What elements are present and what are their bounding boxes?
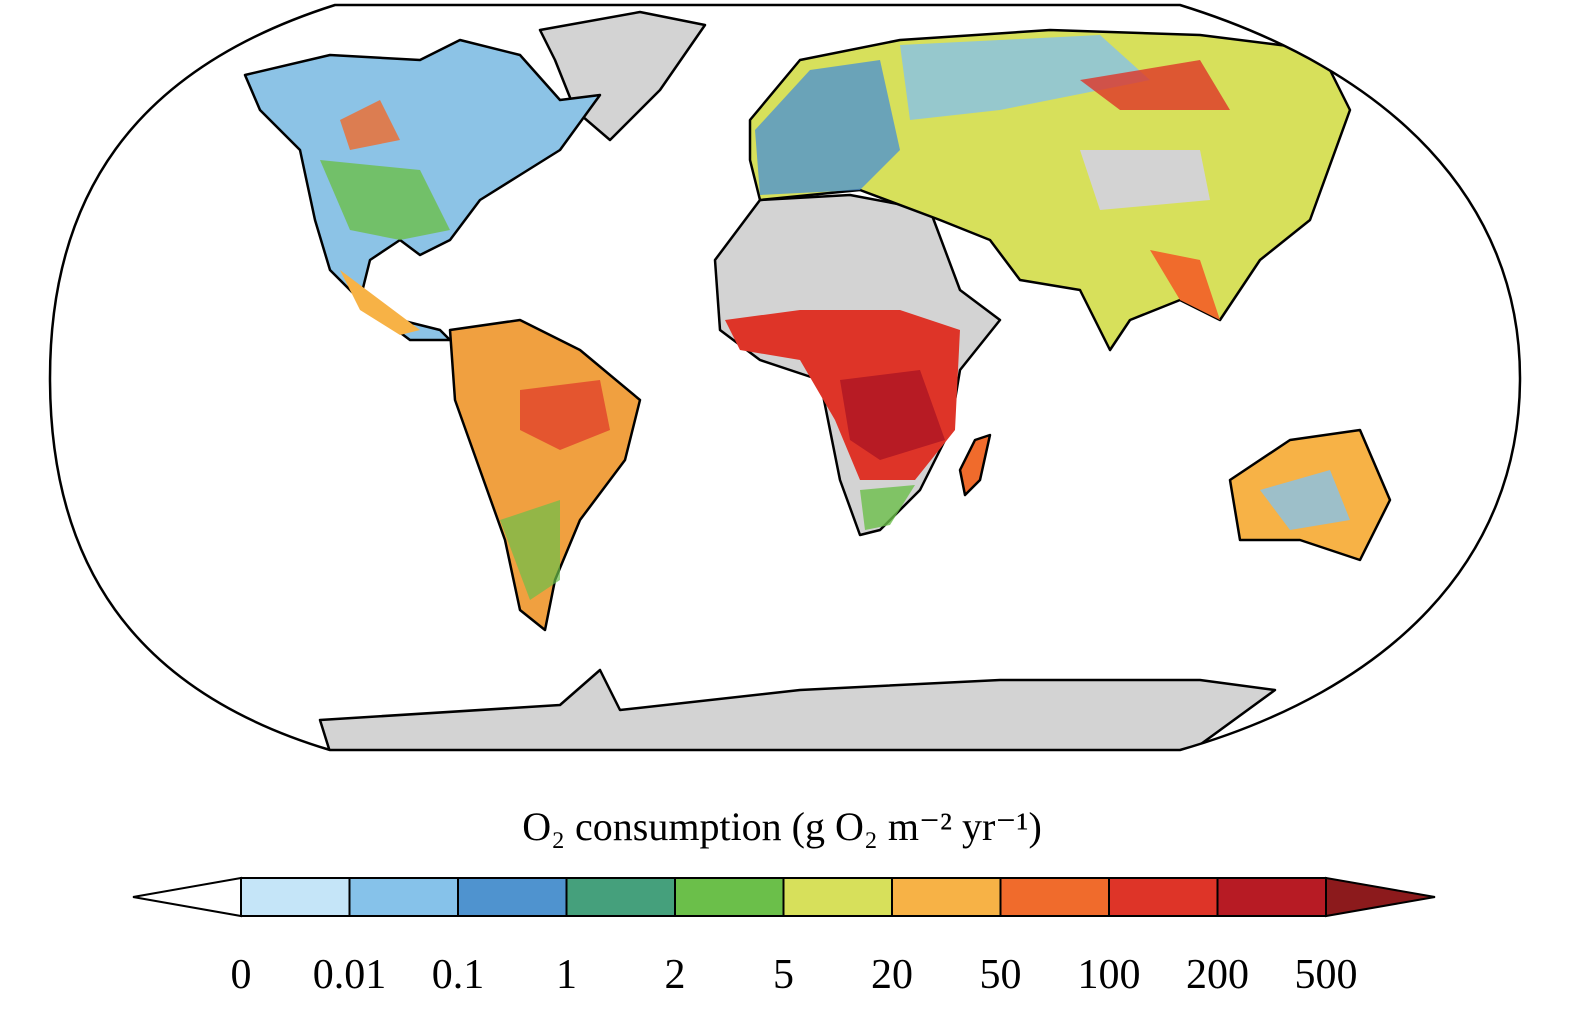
central-america-patch bbox=[340, 270, 420, 335]
colorbar-tick-label: 20 bbox=[871, 952, 913, 998]
colorbar-tick-label: 200 bbox=[1186, 952, 1249, 998]
colorbar: 0 0.01 0.1 1 2 5 20 50 100 200 500 bbox=[132, 876, 1436, 998]
asia-patch bbox=[900, 35, 1150, 120]
africa-patch bbox=[840, 370, 945, 460]
map-frame bbox=[48, 3, 1522, 752]
australia-patch bbox=[1260, 470, 1350, 530]
colorbar-tick-label: 500 bbox=[1295, 952, 1358, 998]
asia-patch bbox=[1080, 60, 1230, 110]
colorbar-tick-label: 1 bbox=[556, 952, 577, 998]
asia-patch bbox=[1150, 250, 1220, 320]
colorbar-box bbox=[891, 877, 1002, 917]
colorbar-tick-label: 5 bbox=[773, 952, 794, 998]
world-map bbox=[243, 10, 1392, 750]
colorbar-title: O₂ consumption (g O₂ m⁻² yr⁻¹) bbox=[522, 804, 1042, 849]
colorbar-tick-label: 0.1 bbox=[432, 952, 485, 998]
colorbar-box bbox=[348, 877, 459, 917]
colorbar-box bbox=[240, 877, 351, 917]
south-america-patch bbox=[520, 380, 610, 450]
colorbar-box bbox=[565, 877, 676, 917]
north-america-patch bbox=[340, 100, 400, 150]
colorbar-tick-label: 0.01 bbox=[313, 952, 387, 998]
colorbar-tick-label: 100 bbox=[1078, 952, 1141, 998]
colorbar-box bbox=[1108, 877, 1219, 917]
colorbar-box bbox=[999, 877, 1110, 917]
colorbar-tick-label: 50 bbox=[980, 952, 1022, 998]
north-america-patch bbox=[320, 160, 450, 240]
colorbar-box bbox=[674, 877, 785, 917]
colorbar-under bbox=[132, 876, 242, 918]
colorbar-box bbox=[782, 877, 893, 917]
colorbar-box bbox=[1216, 877, 1327, 917]
colorbar-tick-label: 0 bbox=[231, 952, 252, 998]
africa-patch bbox=[860, 485, 915, 530]
europe-patch bbox=[755, 60, 900, 195]
antarctica bbox=[318, 668, 1277, 750]
south-america-patch bbox=[500, 500, 560, 600]
madagascar bbox=[958, 433, 992, 497]
asia-patch bbox=[1080, 150, 1210, 210]
colorbar-over bbox=[1325, 876, 1436, 918]
colorbar-box bbox=[457, 877, 568, 917]
colorbar-tick-label: 2 bbox=[665, 952, 686, 998]
